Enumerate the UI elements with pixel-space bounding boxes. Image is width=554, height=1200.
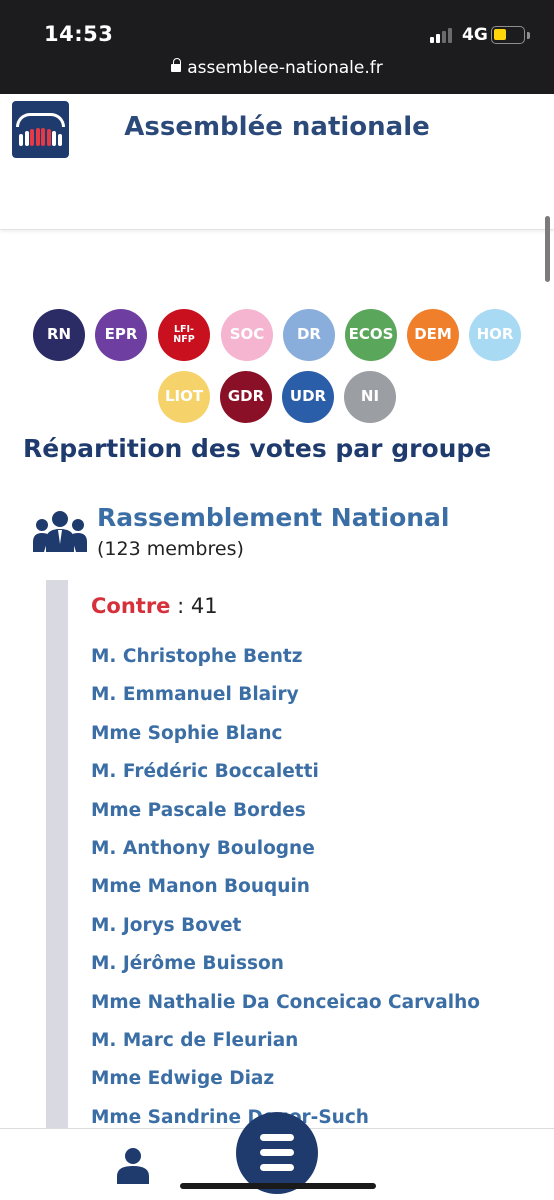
status-time: 14:53	[44, 22, 114, 46]
member-link[interactable]: M. Jérôme Buisson	[91, 953, 284, 975]
chip-liot[interactable]: LIOT	[158, 371, 210, 423]
battery-icon	[491, 26, 525, 44]
group-name[interactable]: Rassemblement National	[97, 503, 450, 532]
member-link[interactable]: Mme Sophie Blanc	[91, 722, 283, 744]
lock-icon	[171, 58, 182, 72]
chip-dr[interactable]: DR	[283, 309, 335, 361]
chip-udr[interactable]: UDR	[282, 371, 334, 423]
member-link[interactable]: M. Frédéric Boccaletti	[91, 761, 319, 783]
battery-nub	[527, 32, 530, 39]
home-indicator	[180, 1183, 376, 1189]
chip-ni[interactable]: NI	[344, 371, 396, 423]
chip-hor[interactable]: HOR	[469, 309, 521, 361]
scrollbar[interactable]	[545, 216, 550, 282]
chip-soc[interactable]: SOC	[221, 309, 273, 361]
url-bar[interactable]: assemblee-nationale.fr	[0, 58, 554, 78]
status-bar: 14:53 4G assemblee-nationale.fr	[0, 0, 554, 94]
member-link[interactable]: M. Emmanuel Blairy	[91, 684, 299, 706]
account-icon[interactable]	[114, 1146, 152, 1184]
menu-button[interactable]	[236, 1112, 318, 1194]
site-header: Assemblée nationale	[0, 94, 554, 166]
member-link[interactable]: M. Jorys Bovet	[91, 914, 242, 936]
chip-dem[interactable]: DEM	[407, 309, 459, 361]
chip-gdr[interactable]: GDR	[220, 371, 272, 423]
chip-epr[interactable]: EPR	[95, 309, 147, 361]
chip-lfi-nfp[interactable]: LFI- NFP	[158, 309, 210, 361]
vote-heading: Contre : 41	[91, 594, 218, 618]
member-link[interactable]: M. Christophe Bentz	[91, 646, 303, 667]
site-title[interactable]: Assemblée nationale	[124, 112, 430, 142]
header-spacer	[0, 166, 554, 230]
section-title: Répartition des votes par groupe	[23, 434, 492, 463]
member-link[interactable]: Mme Edwige Diaz	[91, 1068, 275, 1090]
chip-rn[interactable]: RN	[33, 309, 85, 361]
signal-icon	[430, 27, 456, 43]
member-link[interactable]: Mme Nathalie Da Conceicao Carvalho	[91, 991, 480, 1013]
vote-count: : 41	[170, 594, 218, 618]
vote-bar	[46, 580, 68, 1140]
assemblee-logo[interactable]	[12, 101, 69, 158]
url-text: assemblee-nationale.fr	[187, 58, 383, 78]
chip-ecos[interactable]: ECOS	[345, 309, 397, 361]
group-members-icon	[33, 511, 87, 552]
member-link[interactable]: Mme Pascale Bordes	[91, 799, 306, 821]
member-link[interactable]: M. Marc de Fleurian	[91, 1029, 299, 1051]
member-link[interactable]: M. Anthony Boulogne	[91, 837, 315, 859]
network-type: 4G	[462, 25, 488, 45]
member-link[interactable]: Mme Manon Bouquin	[91, 876, 310, 898]
member-list: M. Christophe Bentz M. Emmanuel Blairy M…	[91, 646, 480, 1145]
group-members-count: (123 membres)	[97, 538, 244, 560]
vote-label: Contre	[91, 594, 171, 618]
